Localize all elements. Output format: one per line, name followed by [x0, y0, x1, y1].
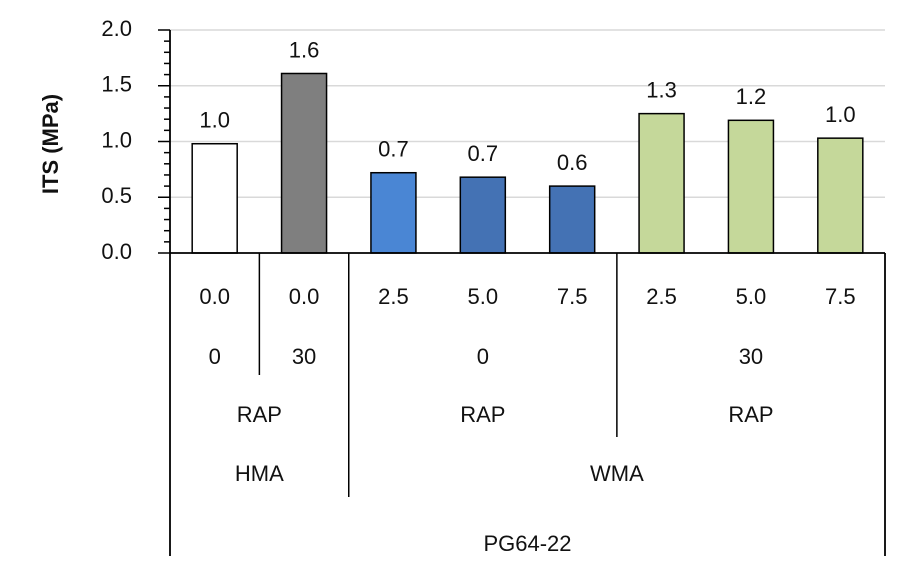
y-tick-label: 0.5	[101, 183, 132, 208]
x-tick-label: 2.5	[378, 284, 409, 309]
x-tick-label: 2.5	[646, 284, 677, 309]
bar	[459, 176, 507, 254]
x-tick-label: 0.0	[199, 284, 230, 309]
bar	[280, 72, 328, 254]
gridlines	[170, 29, 885, 198]
x-group-label: WMA	[590, 461, 644, 486]
x-group-label: RAP	[460, 402, 505, 427]
data-label: 1.0	[199, 108, 230, 133]
x-tick-label: 0.0	[289, 284, 320, 309]
x-group-label: 0	[209, 344, 221, 369]
bar	[370, 171, 417, 254]
x-group-label: RAP	[237, 402, 282, 427]
bar	[727, 119, 775, 254]
y-tick-label: 1.0	[101, 127, 132, 152]
data-label: 1.0	[825, 102, 856, 127]
data-label: 1.6	[289, 37, 320, 62]
x-tick-label: 5.0	[468, 284, 499, 309]
bar	[817, 137, 864, 254]
data-label: 1.3	[646, 77, 677, 102]
data-label: 0.6	[557, 150, 588, 175]
x-group-label: PG64-22	[483, 531, 571, 556]
bar	[638, 112, 685, 254]
labels: 0.0 0.5 1.0 1.5 2.0 1.0 1.6 0.7 0.7 0.6 1.3 1.2 1.0 0…	[101, 16, 855, 556]
x-tick-label: 5.0	[736, 284, 767, 309]
y-tick-label: 1.5	[101, 72, 132, 97]
x-group-label: HMA	[235, 461, 284, 486]
x-tick-label: 7.5	[557, 284, 588, 309]
axes	[158, 29, 886, 556]
x-group-label: RAP	[728, 402, 773, 427]
x-tick-label: 7.5	[825, 284, 856, 309]
x-group-label: 30	[739, 344, 763, 369]
y-tick-label: 2.0	[101, 16, 132, 41]
y-axis-label: ITS (MPa)	[38, 94, 63, 194]
x-group-label: 0	[477, 344, 489, 369]
y-tick-label: 0.0	[101, 239, 132, 264]
data-label: 1.2	[736, 84, 767, 109]
x-group-label: 30	[292, 344, 316, 369]
data-label: 0.7	[468, 141, 499, 166]
data-label: 0.7	[378, 137, 409, 162]
bar	[191, 142, 238, 254]
bar	[548, 185, 596, 254]
